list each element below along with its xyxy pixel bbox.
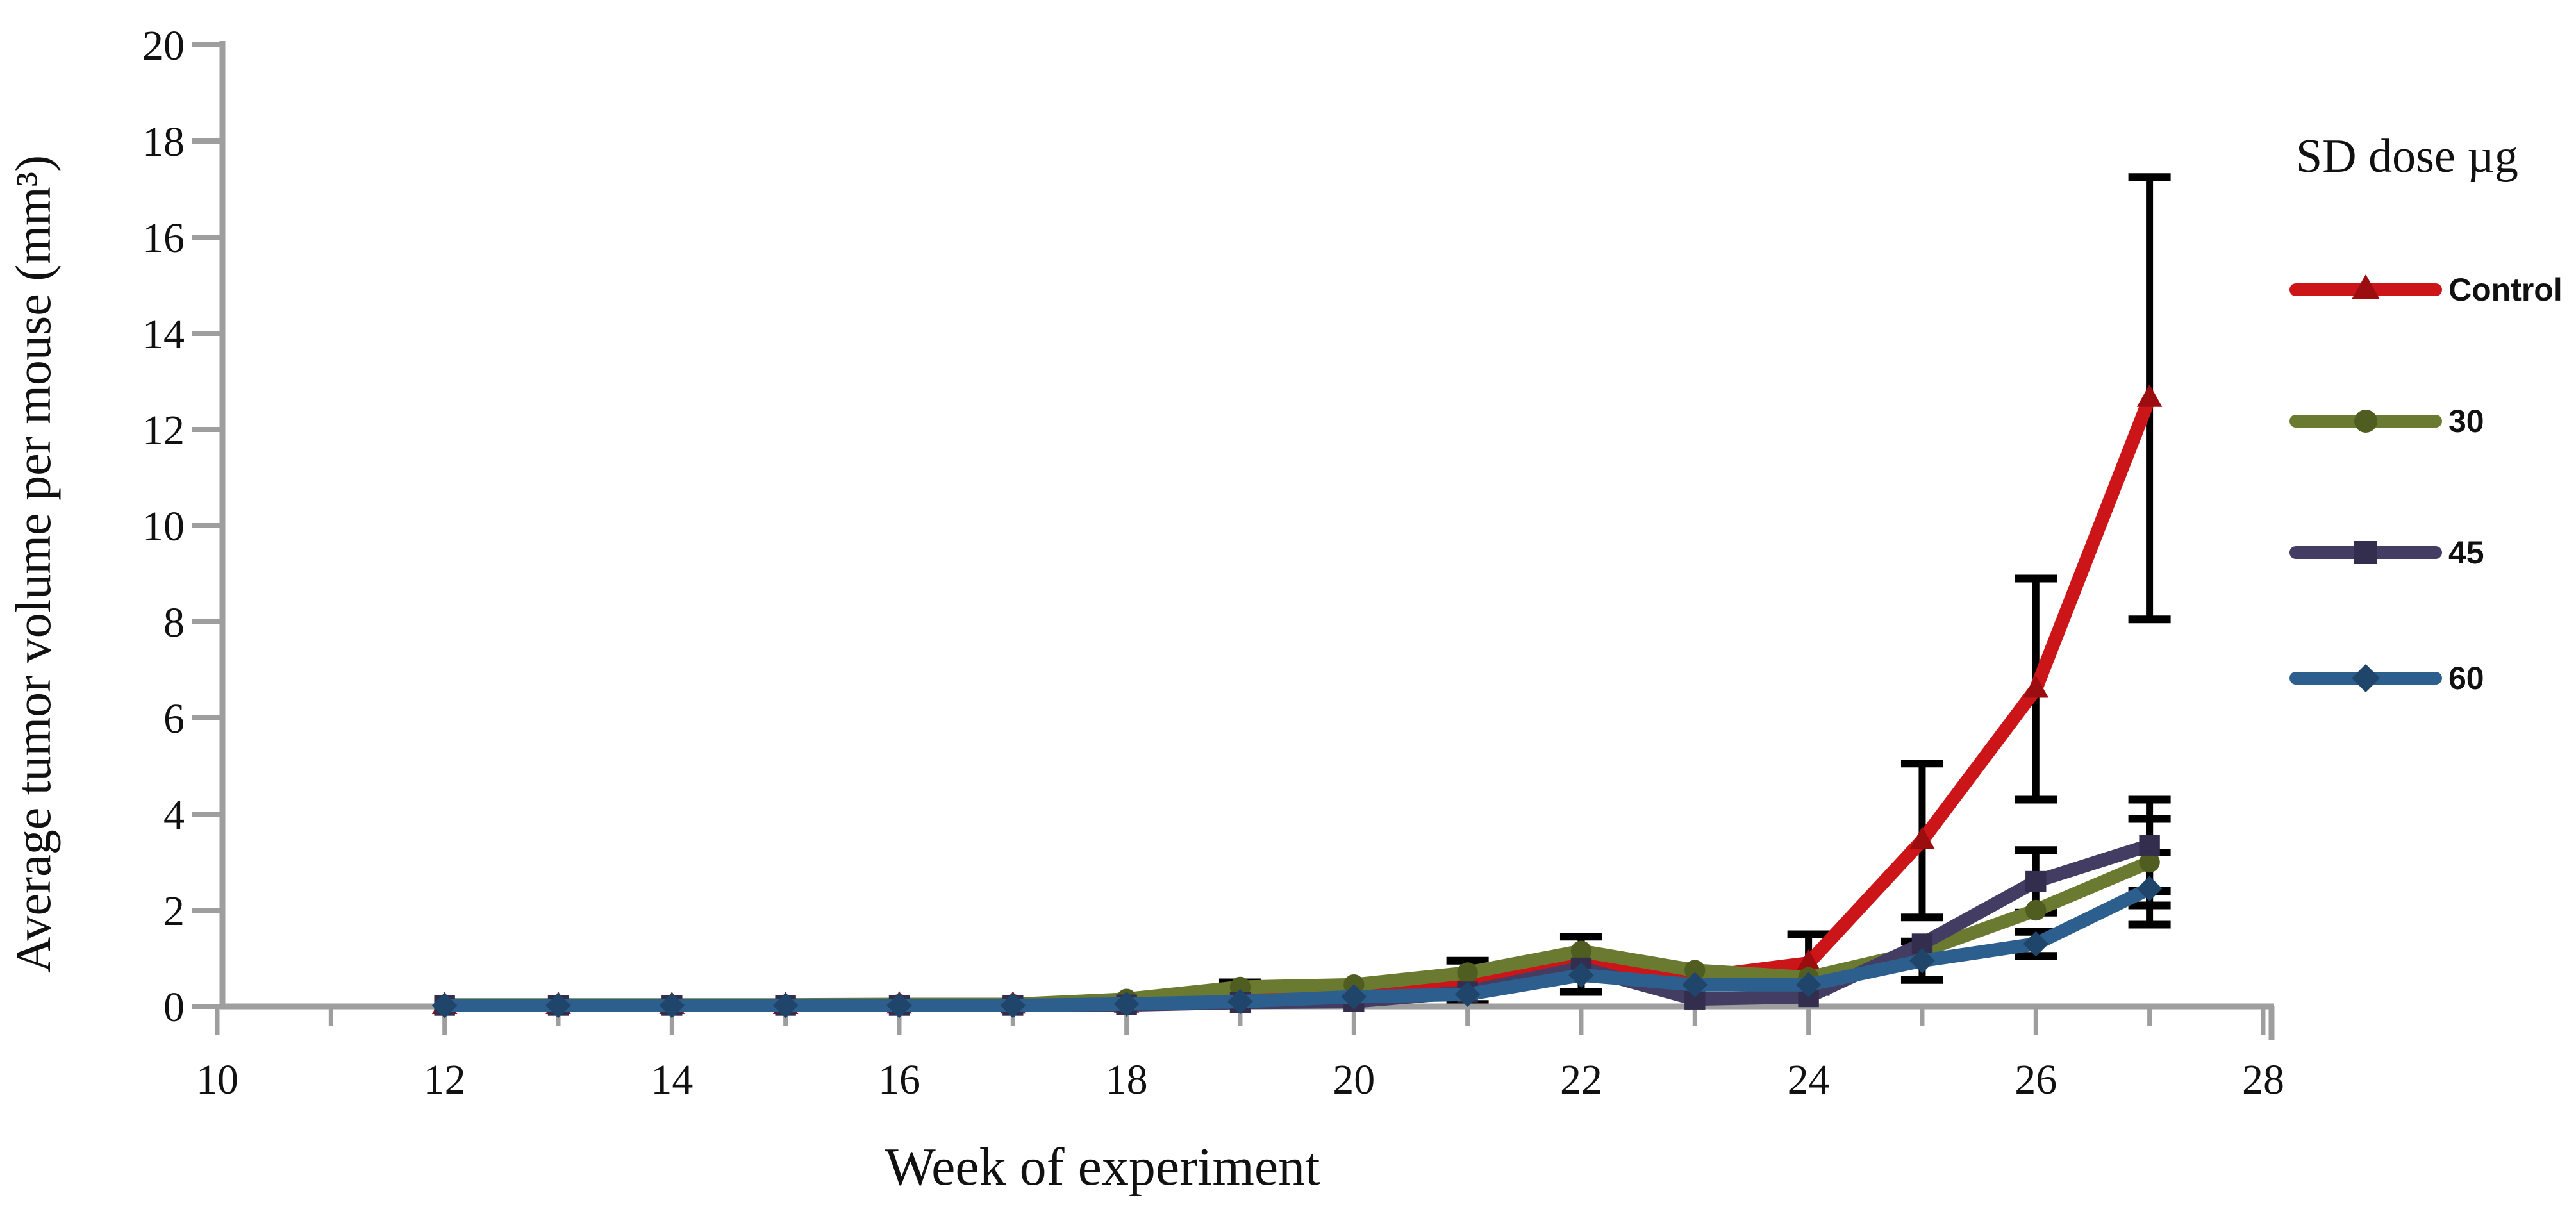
- marker-Control-w25: [1909, 826, 1935, 849]
- marker-60-w13: [545, 992, 571, 1019]
- series-line-30: [438, 855, 2157, 1012]
- x-tick-label: 26: [2015, 1056, 2057, 1103]
- x-tick-label: 14: [651, 1056, 693, 1103]
- x-tick-label: 18: [1106, 1056, 1148, 1103]
- marker-30-w26: [2025, 899, 2047, 921]
- x-tick-label: 16: [878, 1056, 920, 1103]
- x-tick-label: 22: [1560, 1056, 1602, 1103]
- marker-60-w23: [1682, 972, 1708, 998]
- series-line-60: [438, 881, 2157, 1012]
- marker-60-w15: [772, 992, 799, 1019]
- marker-Control-w24: [1795, 949, 1822, 972]
- marker-45-w27: [2139, 835, 2160, 856]
- legend-item-45: 45: [2289, 535, 2484, 571]
- marker-60-w19: [1227, 988, 1253, 1015]
- y-tick-label: 6: [163, 695, 185, 742]
- y-axis-title: Average tumor volume per mouse (mm³): [5, 155, 61, 973]
- marker-30-w21: [1457, 962, 1478, 983]
- x-tick-label: 12: [424, 1056, 466, 1103]
- marker-60-w25: [1909, 947, 1935, 974]
- marker-60-w17: [1000, 992, 1026, 1019]
- y-tick-label: 10: [142, 503, 185, 550]
- x-tick-label: 10: [196, 1056, 238, 1103]
- y-tick-label: 2: [163, 888, 185, 935]
- marker-30-w23: [1684, 960, 1706, 981]
- marker-45-w26: [2025, 870, 2047, 892]
- legend-marker-triangle-icon: [2352, 274, 2380, 299]
- legend-item-30: 30: [2289, 403, 2484, 439]
- y-tick-label: 18: [142, 119, 185, 165]
- legend-marker-square-icon: [2354, 541, 2377, 564]
- legend-label-60: 60: [2448, 660, 2484, 696]
- marker-30-w27: [2139, 851, 2160, 873]
- marker-Control-w27: [2136, 384, 2163, 407]
- series-layer: [431, 384, 2163, 1019]
- marker-60-w24: [1795, 972, 1822, 998]
- y-tick-label: 12: [142, 407, 185, 454]
- series-60: [431, 876, 2163, 1019]
- y-tick-label: 14: [142, 311, 185, 358]
- marker-60-w12: [431, 992, 458, 1019]
- legend-marker-circle-icon: [2354, 410, 2377, 433]
- marker-60-w20: [1341, 984, 1367, 1010]
- marker-60-w22: [1568, 962, 1594, 988]
- legend-item-60: 60: [2289, 660, 2484, 696]
- x-tick-label: 28: [2242, 1056, 2284, 1103]
- legend-label-30: 30: [2448, 403, 2484, 439]
- x-tick-label: 20: [1333, 1056, 1375, 1103]
- marker-60-w27: [2136, 876, 2163, 902]
- x-tick-label: 24: [1788, 1056, 1830, 1103]
- legend-marker-diamond-icon: [2352, 664, 2380, 692]
- marker-60-w16: [886, 992, 912, 1019]
- series-line-Control: [438, 391, 2157, 1012]
- legend-item-Control: Control: [2289, 272, 2563, 308]
- legend-layer: Control 30 45 60: [2289, 272, 2563, 696]
- y-tick-label: 8: [163, 599, 185, 646]
- y-tick-label: 16: [142, 215, 185, 262]
- y-tick-label: 0: [163, 984, 185, 1031]
- marker-60-w18: [1113, 991, 1140, 1017]
- y-tick-label: 4: [163, 792, 185, 838]
- series-30: [434, 851, 2160, 1015]
- marker-60-w21: [1454, 981, 1481, 1008]
- legend-label-Control: Control: [2448, 272, 2563, 308]
- marker-Control-w26: [2023, 675, 2049, 698]
- marker-60-w26: [2023, 931, 2049, 957]
- marker-60-w14: [659, 992, 685, 1019]
- y-tick-label: 20: [142, 22, 185, 69]
- x-axis-title: Week of experiment: [885, 1137, 1320, 1197]
- marker-30-w22: [1570, 940, 1592, 962]
- legend-label-45: 45: [2448, 535, 2484, 571]
- legend-title: SD dose µg: [2296, 130, 2518, 183]
